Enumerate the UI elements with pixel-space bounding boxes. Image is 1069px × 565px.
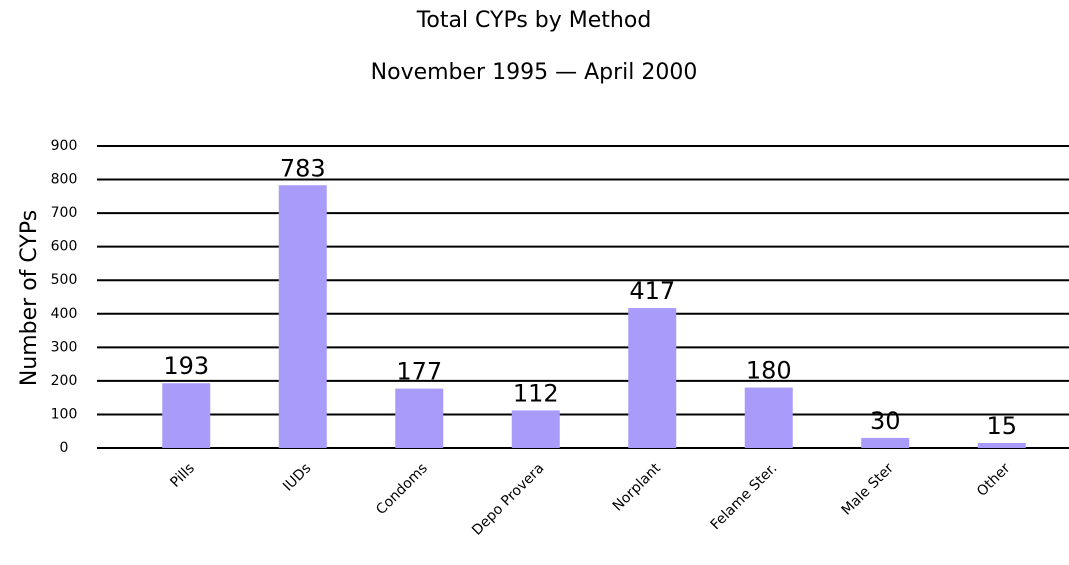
chart-title: Total CYPs by Method bbox=[416, 8, 652, 33]
y-tick-label: 200 bbox=[51, 373, 78, 389]
y-tick-label: 400 bbox=[51, 306, 78, 322]
y-tick-label: 100 bbox=[51, 406, 78, 422]
data-label: 783 bbox=[280, 154, 326, 182]
bar bbox=[628, 308, 677, 448]
y-tick-label: 700 bbox=[51, 205, 78, 221]
y-tick-label: 300 bbox=[51, 339, 78, 355]
x-tick-label: Depo Provera bbox=[469, 460, 547, 538]
bar bbox=[861, 437, 910, 448]
x-tick-label: Felame Ster. bbox=[708, 460, 781, 533]
x-tick-label: IUDs bbox=[280, 460, 314, 494]
x-tick-label: Male Ster bbox=[839, 460, 897, 518]
y-tick-label: 500 bbox=[51, 272, 78, 288]
y-tick-label: 900 bbox=[51, 138, 78, 154]
data-label: 30 bbox=[870, 407, 901, 435]
bar bbox=[511, 410, 560, 448]
chart-subtitle: November 1995 — April 2000 bbox=[371, 60, 698, 85]
bar bbox=[162, 383, 211, 448]
data-label: 112 bbox=[513, 379, 559, 407]
x-tick-label: Other bbox=[974, 460, 1014, 500]
bar bbox=[278, 185, 327, 448]
bar bbox=[977, 442, 1026, 448]
x-tick-label: Pills bbox=[167, 460, 197, 490]
x-tick-label: Condoms bbox=[373, 460, 431, 518]
x-tick-label: Norplant bbox=[610, 460, 664, 514]
data-label: 177 bbox=[396, 358, 442, 386]
data-label: 15 bbox=[986, 412, 1017, 440]
y-tick-label: 600 bbox=[51, 239, 78, 255]
y-tick-label: 800 bbox=[51, 172, 78, 188]
y-axis-label: Number of CYPs bbox=[17, 210, 42, 386]
y-tick-label: 0 bbox=[60, 440, 69, 456]
data-label: 193 bbox=[163, 352, 209, 380]
data-label: 180 bbox=[746, 357, 792, 385]
data-label: 417 bbox=[629, 277, 675, 305]
bar bbox=[395, 388, 444, 448]
bar bbox=[744, 387, 793, 448]
